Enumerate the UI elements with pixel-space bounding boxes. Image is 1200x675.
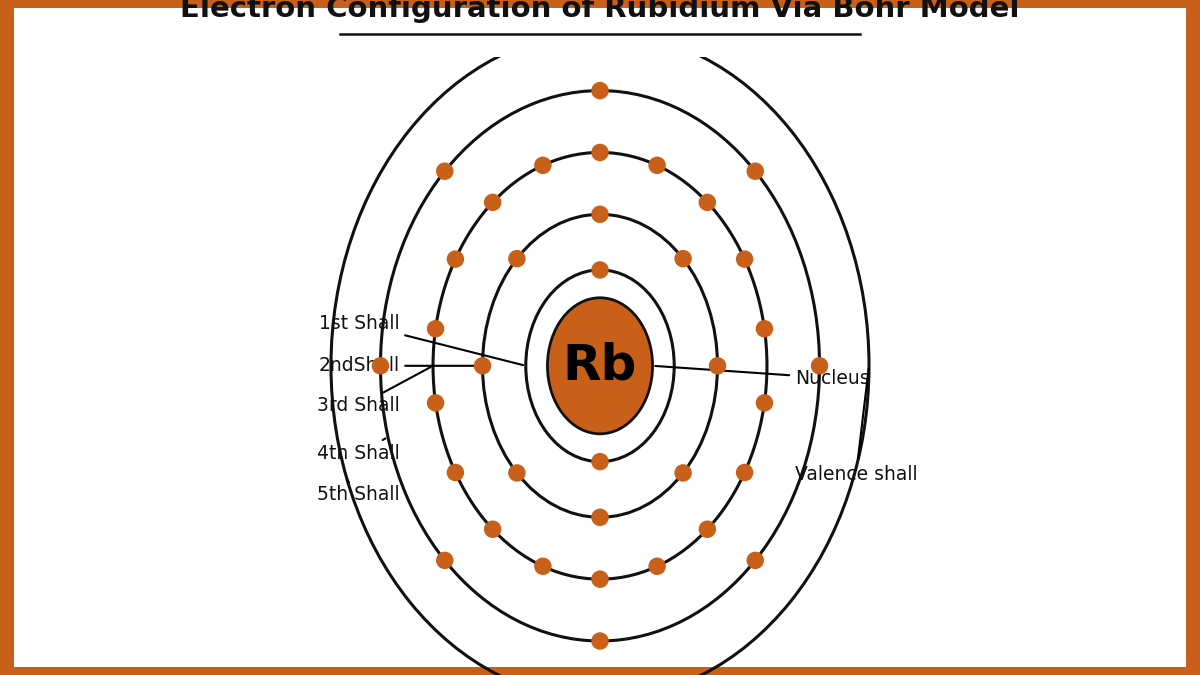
Text: 2ndShall: 2ndShall <box>318 356 480 375</box>
Circle shape <box>756 321 773 337</box>
Text: 5th Shall: 5th Shall <box>317 480 400 504</box>
Circle shape <box>509 250 524 267</box>
Circle shape <box>700 521 715 537</box>
Circle shape <box>485 194 500 211</box>
Text: Nucleus: Nucleus <box>655 366 870 387</box>
Circle shape <box>737 464 752 481</box>
Circle shape <box>709 358 726 374</box>
Circle shape <box>592 262 608 278</box>
Circle shape <box>592 144 608 161</box>
Circle shape <box>748 552 763 568</box>
Circle shape <box>649 558 665 574</box>
Circle shape <box>649 157 665 173</box>
Circle shape <box>448 464 463 481</box>
Circle shape <box>592 454 608 470</box>
Circle shape <box>700 194 715 211</box>
Circle shape <box>437 163 452 180</box>
Circle shape <box>592 509 608 525</box>
Circle shape <box>485 521 500 537</box>
Circle shape <box>372 358 389 374</box>
Text: Valence shall: Valence shall <box>794 369 918 483</box>
Circle shape <box>509 465 524 481</box>
Text: 3rd Shall: 3rd Shall <box>317 367 431 416</box>
Circle shape <box>535 558 551 574</box>
Circle shape <box>437 552 452 568</box>
Text: 1st Shall: 1st Shall <box>319 315 523 365</box>
Circle shape <box>474 358 491 374</box>
Circle shape <box>748 163 763 180</box>
Ellipse shape <box>547 298 653 434</box>
Circle shape <box>676 465 691 481</box>
Circle shape <box>535 157 551 173</box>
Circle shape <box>592 207 608 222</box>
Circle shape <box>592 82 608 99</box>
Text: 4th Shall: 4th Shall <box>317 438 400 463</box>
Circle shape <box>592 571 608 587</box>
Circle shape <box>737 251 752 267</box>
Circle shape <box>592 24 608 40</box>
Circle shape <box>676 250 691 267</box>
Circle shape <box>448 251 463 267</box>
Circle shape <box>592 633 608 649</box>
Circle shape <box>756 395 773 411</box>
Circle shape <box>811 358 828 374</box>
Circle shape <box>427 321 444 337</box>
Text: Electron Configuration of Rubidium Via Bohr Model: Electron Configuration of Rubidium Via B… <box>180 0 1020 22</box>
Text: Rb: Rb <box>563 342 637 389</box>
Circle shape <box>427 395 444 411</box>
